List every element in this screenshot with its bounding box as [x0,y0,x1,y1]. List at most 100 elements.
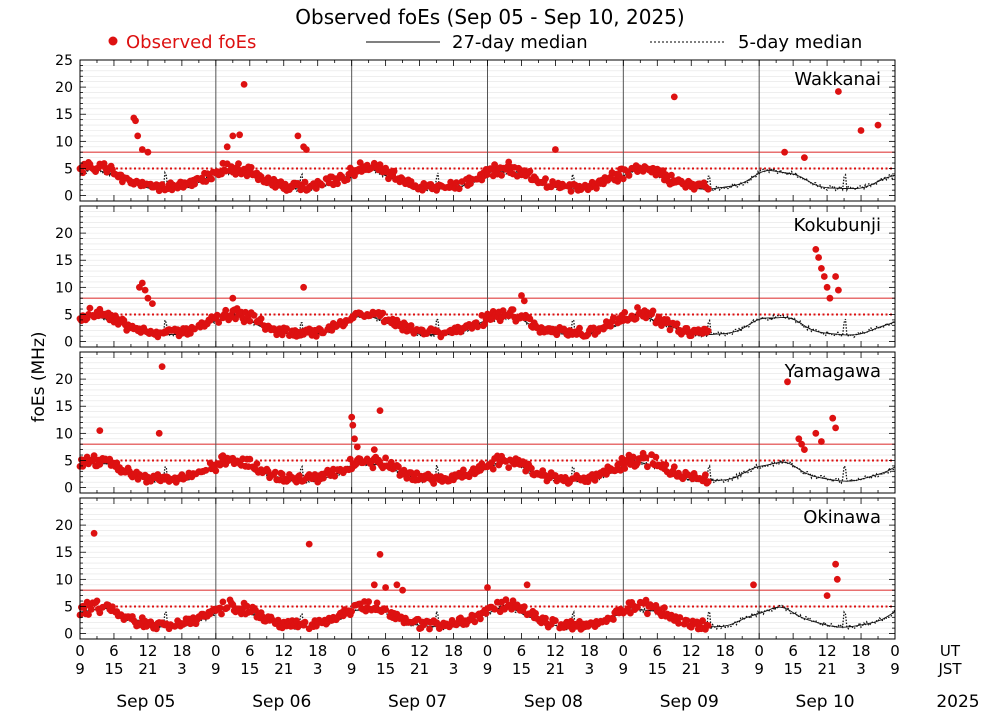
observed-outlier-point [229,132,237,140]
observed-outlier-point [158,363,166,370]
observed-point [621,465,629,472]
x-tick-label-ut: 18 [716,642,735,660]
y-tick-label: 5 [64,599,73,615]
observed-point [96,609,104,617]
observed-point [247,164,255,171]
observed-point [455,185,463,193]
y-tick-label: 25 [55,53,73,69]
observed-outlier-point [832,273,839,280]
observed-outlier-point [144,294,152,302]
x-tick-label-jst: 15 [512,660,531,678]
observed-point [191,180,199,188]
x-tick-label-jst: 9 [754,660,764,678]
observed-outlier-point [670,93,678,101]
x-tick-label-ut: 6 [381,642,391,660]
x-tick-label-jst: 3 [720,660,730,678]
observed-point [644,610,651,618]
observed-point [85,611,92,618]
observed-point [271,468,279,476]
panel-okinawa: 0 5 10 15 20 Okinawa [55,497,896,643]
observed-outlier-point [832,560,839,568]
x-tick-label-jst: 21 [546,660,565,678]
observed-point [502,596,510,604]
x-tick-label-ut: 0 [347,642,357,660]
observed-point [526,315,534,323]
observed-outlier-point [223,143,231,151]
observed-point [471,618,479,626]
observed-outlier-point [305,540,313,548]
y-tick-label: 15 [55,399,73,415]
observed-point [532,610,539,617]
observed-point [158,181,166,188]
observed-point [528,465,535,472]
observed-point [90,452,98,459]
panels: 0 5 10 15 20 25 Wakkanai 0 5 10 15 20 Kokubunji 0 5 10 1… [55,53,896,643]
day-label: Sep 10 [796,692,855,712]
observed-point [673,320,681,328]
day-label: Sep 07 [388,692,447,712]
observed-point [369,464,377,472]
observed-point [223,604,231,612]
station-label: Yamagawa [784,361,881,382]
observed-outlier-point [484,584,491,591]
y-axis-label: foEs (MHz) [29,331,49,422]
observed-point [676,614,684,621]
observed-outlier-point [812,429,820,437]
legend-observed-marker [108,36,118,46]
observed-point [655,313,663,321]
observed-outlier-point [303,146,310,153]
x-axis-jst-label: JST [937,660,962,678]
observed-outlier-point [823,592,831,599]
observed-point [526,167,534,175]
observed-point [430,480,438,487]
observed-point [632,315,640,322]
y-tick-label: 10 [55,134,73,150]
observed-point [382,606,389,613]
x-tick-label-jst: 3 [313,660,323,678]
observed-outlier-point [96,427,104,434]
observed-point [379,309,387,317]
x-tick-label-ut: 18 [851,642,870,660]
chart-title: Observed foEs (Sep 05 - Sep 10, 2025) [295,5,684,29]
x-tick-label-ut: 0 [483,642,493,660]
observed-outlier-point [393,581,401,589]
panel-yamagawa: 0 5 10 15 20 Yamagawa [55,351,896,497]
y-tick-label: 5 [64,453,73,469]
day-label: Sep 06 [252,692,311,712]
observed-outlier-point [149,300,156,307]
observed-point [334,180,341,188]
observed-point [235,160,242,168]
observed-point [312,332,320,340]
observed-point [520,603,528,611]
observed-outlier-point [523,581,531,589]
observed-point [213,311,221,319]
observed-outlier-point [349,421,357,429]
observed-point [246,317,254,325]
observed-outlier-point [820,273,828,280]
x-tick-label-jst: 9 [483,660,493,678]
observed-point [704,327,712,335]
day-label: Sep 08 [524,692,583,712]
x-axis: 0961512211830961512211830961512211830961… [75,642,900,712]
observed-outlier-point [801,446,808,453]
observed-point [509,306,517,313]
observed-outlier-point [815,254,822,261]
observed-point [283,325,290,332]
observed-point [373,599,381,607]
legend-median27-label: 27-day median [452,32,588,53]
observed-outlier-point [138,146,146,153]
y-tick-label: 0 [64,481,73,497]
year-label: 2025 [936,692,979,712]
y-tick-label: 20 [55,226,73,242]
y-tick-label: 15 [55,545,73,561]
x-tick-label-jst: 9 [211,660,221,678]
x-tick-label-ut: 12 [546,642,565,660]
x-tick-label-ut: 6 [517,642,527,660]
observed-point [661,604,668,612]
observed-outlier-point [370,446,378,453]
observed-point [491,161,498,169]
observed-point [301,618,309,626]
observed-outlier-point [812,246,820,253]
observed-outlier-point [348,413,356,421]
